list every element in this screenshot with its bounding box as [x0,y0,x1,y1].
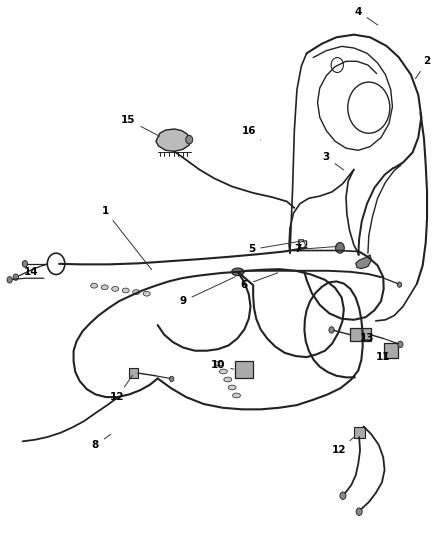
Text: 2: 2 [416,56,431,79]
Ellipse shape [112,287,119,291]
Circle shape [22,261,28,267]
FancyBboxPatch shape [350,328,371,341]
Ellipse shape [233,393,240,398]
Circle shape [397,282,402,287]
Text: 13: 13 [360,334,374,343]
Text: 16: 16 [241,126,261,140]
Ellipse shape [91,284,98,288]
Ellipse shape [101,285,108,290]
Ellipse shape [215,361,223,366]
Text: 1: 1 [102,206,152,270]
Circle shape [336,243,344,253]
Text: 12: 12 [110,375,132,402]
Text: 4: 4 [355,7,378,25]
Ellipse shape [232,268,244,276]
FancyBboxPatch shape [384,343,398,358]
Circle shape [356,508,362,515]
Polygon shape [156,129,191,151]
Text: 6: 6 [241,273,278,290]
Text: 14: 14 [24,265,45,277]
Text: 11: 11 [376,352,391,362]
Ellipse shape [224,377,232,382]
Circle shape [170,376,174,382]
Text: 12: 12 [332,438,353,455]
Ellipse shape [143,291,150,296]
Circle shape [13,274,18,280]
Circle shape [329,327,334,333]
Circle shape [340,492,346,499]
Ellipse shape [228,385,236,390]
Circle shape [186,135,193,144]
Text: 7: 7 [294,245,337,254]
FancyBboxPatch shape [129,368,138,378]
Ellipse shape [219,369,227,374]
Circle shape [398,341,403,348]
Text: 9: 9 [180,277,235,306]
Text: 5: 5 [248,241,300,254]
Text: 3: 3 [323,152,344,170]
Circle shape [7,277,12,283]
FancyBboxPatch shape [354,427,365,438]
Text: 8: 8 [92,434,111,450]
Text: 15: 15 [121,115,159,136]
Text: 10: 10 [211,360,234,370]
Polygon shape [356,255,371,269]
Ellipse shape [133,290,140,295]
Ellipse shape [122,288,129,293]
FancyBboxPatch shape [235,361,253,378]
